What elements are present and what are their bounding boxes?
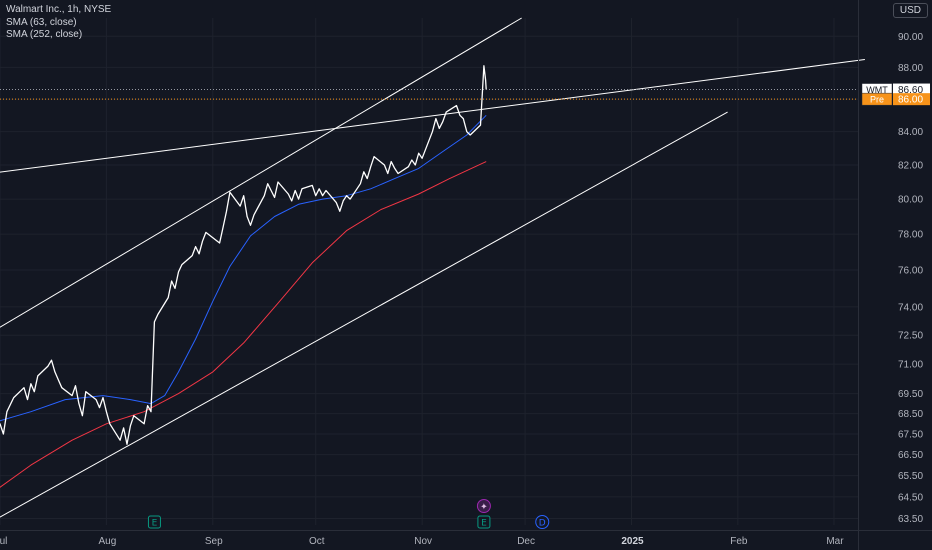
price-tick-label: 78.00 xyxy=(898,230,923,241)
price-tick-label: 82.00 xyxy=(898,160,923,171)
trendlines[interactable] xyxy=(0,17,865,523)
price-line[interactable] xyxy=(0,65,487,445)
price-tick-label: 72.50 xyxy=(898,331,923,342)
price-tick-label: 84.00 xyxy=(898,127,923,138)
trendline-3[interactable] xyxy=(0,111,728,523)
earnings-marker[interactable] xyxy=(147,515,161,529)
pre-tag-value-bg xyxy=(893,93,930,106)
time-tick-label: Sep xyxy=(205,536,223,547)
indicator-sma252-label[interactable]: SMA (252, close) xyxy=(6,29,83,40)
time-axis[interactable]: Jul Aug Sep Oct Nov Dec 2025 Feb Mar xyxy=(0,530,932,548)
symbol-title[interactable]: Walmart Inc., 1h, NYSE xyxy=(6,4,112,15)
earnings-marker[interactable] xyxy=(477,515,491,529)
price-tags: WMT 86.60 Pre 86.00 xyxy=(861,83,930,106)
time-tick-label: Aug xyxy=(98,536,116,547)
news-marker[interactable] xyxy=(476,499,491,513)
price-tick-label: 88.00 xyxy=(898,63,923,74)
earnings-marker-label: E xyxy=(481,519,487,529)
pre-tag-label: Pre xyxy=(870,95,884,105)
price-tick-label: 63.50 xyxy=(898,514,923,525)
chart-legend: Walmart Inc., 1h, NYSE SMA (63, close) S… xyxy=(6,4,111,42)
time-tick-label: Jul xyxy=(0,536,7,547)
earnings-marker-label: E xyxy=(152,519,158,529)
price-tick-label: 68.50 xyxy=(898,409,923,420)
price-tick-label: 65.50 xyxy=(898,471,923,482)
time-tick-label: Dec xyxy=(517,536,535,547)
price-guide-lines xyxy=(0,89,858,100)
price-tick-label: 80.00 xyxy=(898,195,923,206)
price-tick-label: 71.00 xyxy=(898,360,923,371)
time-tick-label: Mar xyxy=(826,536,844,547)
chart-grid xyxy=(0,18,858,525)
time-tick-label: 2025 xyxy=(621,536,644,547)
wmt-tag-value: 86.60 xyxy=(898,85,923,96)
wmt-tag-value-bg xyxy=(893,83,930,96)
currency-button[interactable]: USD xyxy=(892,3,928,18)
price-tick-label: 69.50 xyxy=(898,389,923,400)
time-tick-label: Nov xyxy=(414,536,432,547)
event-markers[interactable]: E E D ✦ xyxy=(147,499,550,529)
wmt-tag-label: WMT xyxy=(866,85,888,95)
dividend-marker-label: D xyxy=(539,519,546,529)
dividend-marker[interactable] xyxy=(535,515,550,529)
price-tick-label: 76.00 xyxy=(898,266,923,277)
price-tick-label: 74.00 xyxy=(898,302,923,313)
price-tick-label: 67.50 xyxy=(898,430,923,441)
sma63-line xyxy=(0,114,487,422)
price-axis[interactable]: 63.50 64.50 65.50 66.50 67.50 68.50 69.50 71.00… xyxy=(858,0,924,550)
news-marker-icon: ✦ xyxy=(480,503,488,513)
price-tick-label: 66.50 xyxy=(898,450,923,461)
time-tick-label: Oct xyxy=(309,536,325,547)
trendline-1[interactable] xyxy=(0,17,522,333)
time-tick-label: Feb xyxy=(730,536,748,547)
pre-tag-label-bg xyxy=(861,92,893,106)
trendline-2[interactable] xyxy=(0,59,865,174)
price-tick-label: 64.50 xyxy=(898,492,923,503)
sma252-line xyxy=(0,161,487,488)
series-layer xyxy=(0,65,487,488)
pre-tag-value: 86.00 xyxy=(898,95,923,106)
price-tick-label: 90.00 xyxy=(898,32,923,43)
indicator-sma63-label[interactable]: SMA (63, close) xyxy=(6,16,77,28)
